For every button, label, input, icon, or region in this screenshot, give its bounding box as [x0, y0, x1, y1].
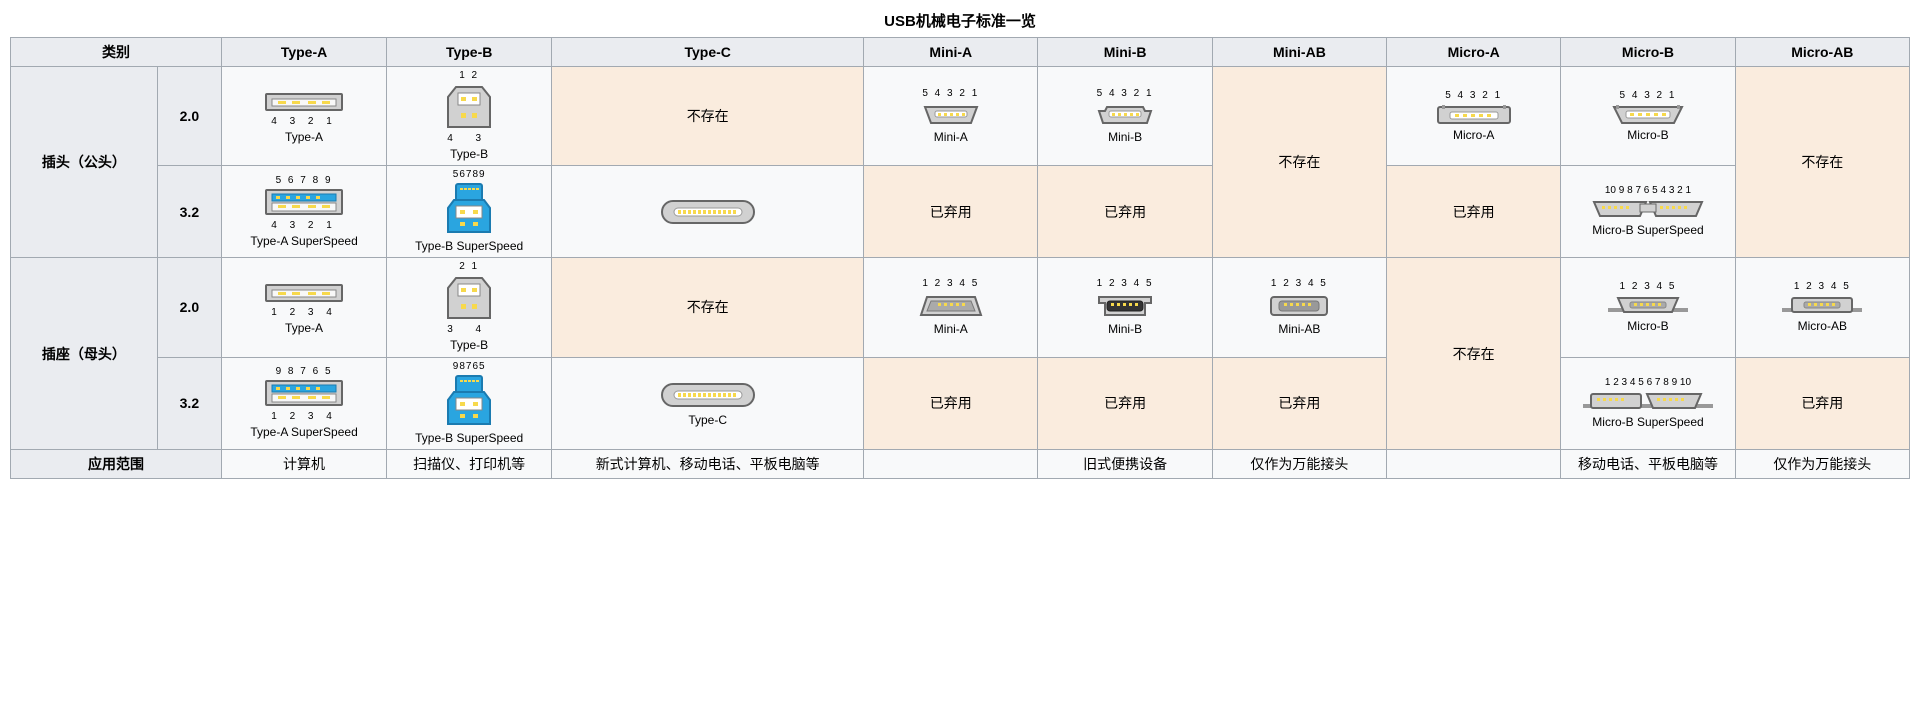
- cell-recept32-type-a: 9 8 7 6 5 1 2 3 4 Type-A SuperSpeed: [221, 357, 386, 449]
- rowgroup-app: 应用范围: [11, 449, 222, 478]
- type-a-recept-icon: [264, 279, 344, 305]
- header-type-a: Type-A: [221, 38, 386, 67]
- cell-recept32-micro-ab: 已弃用: [1735, 357, 1909, 449]
- micro-a-plug-icon: [1436, 103, 1512, 125]
- cell-recept-micro-a: 不存在: [1387, 258, 1561, 449]
- cell-recept32-micro-b: 1 2 3 4 5 6 7 8 9 10 Micro-B SuperSpeed: [1561, 357, 1735, 449]
- type-c-plug-icon: [658, 197, 758, 227]
- app-type-b: 扫描仪、打印机等: [387, 449, 552, 478]
- cell-plug20-mini-a: 5 4 3 2 1 Mini-A: [864, 67, 1038, 166]
- app-type-c: 新式计算机、移动电话、平板电脑等: [552, 449, 864, 478]
- cell-recept32-mini-ab: 已弃用: [1212, 357, 1386, 449]
- cell-recept20-mini-ab: 1 2 3 4 5 Mini-AB: [1212, 258, 1386, 357]
- app-micro-ab: 仅作为万能接头: [1735, 449, 1909, 478]
- header-category: 类别: [11, 38, 222, 67]
- cell-plug-micro-ab: 不存在: [1735, 67, 1909, 258]
- micro-b-ss-recept-icon: [1583, 390, 1713, 412]
- type-b-ss-plug-icon: [442, 182, 496, 236]
- cell-recept20-mini-a: 1 2 3 4 5 Mini-A: [864, 258, 1038, 357]
- type-a-plug-icon: [264, 88, 344, 114]
- app-micro-b: 移动电话、平板电脑等: [1561, 449, 1735, 478]
- cell-recept20-type-c: 不存在: [552, 258, 864, 357]
- cell-recept32-type-b: 98765 Type-B SuperSpeed: [387, 357, 552, 449]
- header-type-b: Type-B: [387, 38, 552, 67]
- cell-plug32-mini-a: 已弃用: [864, 166, 1038, 258]
- header-type-c: Type-C: [552, 38, 864, 67]
- header-micro-ab: Micro-AB: [1735, 38, 1909, 67]
- mini-ab-recept-icon: [1267, 291, 1331, 319]
- cell-plug20-micro-b: 5 4 3 2 1 Micro-B: [1561, 67, 1735, 166]
- cell-plug-mini-ab: 不存在: [1212, 67, 1386, 258]
- micro-b-ss-plug-icon: [1590, 198, 1706, 220]
- micro-ab-recept-icon: [1782, 294, 1862, 316]
- rowgroup-plug: 插头（公头）: [11, 67, 158, 258]
- row-plug-20: 2.0: [157, 67, 221, 166]
- cell-recept20-type-a: 1 2 3 4 Type-A: [221, 258, 386, 357]
- type-b-ss-recept-icon: [442, 374, 496, 428]
- mini-a-plug-icon: [919, 101, 983, 127]
- type-a-ss-plug-icon: [264, 188, 344, 218]
- app-mini-a: [864, 449, 1038, 478]
- rowgroup-receptacle: 插座（母头）: [11, 258, 158, 449]
- row-recept-20: 2.0: [157, 258, 221, 357]
- app-mini-ab: 仅作为万能接头: [1212, 449, 1386, 478]
- app-type-a: 计算机: [221, 449, 386, 478]
- mini-b-plug-icon: [1093, 101, 1157, 127]
- type-c-recept-icon: [658, 380, 758, 410]
- header-mini-ab: Mini-AB: [1212, 38, 1386, 67]
- table-title: USB机械电子标准一览: [10, 10, 1910, 31]
- usb-standards-table: 类别 Type-A Type-B Type-C Mini-A Mini-B Mi…: [10, 37, 1910, 479]
- app-mini-b: 旧式便携设备: [1038, 449, 1212, 478]
- cell-recept32-mini-b: 已弃用: [1038, 357, 1212, 449]
- header-micro-b: Micro-B: [1561, 38, 1735, 67]
- mini-b-recept-icon: [1093, 291, 1157, 319]
- type-a-ss-recept-icon: [264, 379, 344, 409]
- row-plug-32: 3.2: [157, 166, 221, 258]
- cell-plug20-mini-b: 5 4 3 2 1 Mini-B: [1038, 67, 1212, 166]
- header-mini-a: Mini-A: [864, 38, 1038, 67]
- app-micro-a: [1387, 449, 1561, 478]
- cell-plug32-mini-b: 已弃用: [1038, 166, 1212, 258]
- cell-plug32-type-b: 56789 Type-B SuperSpeed: [387, 166, 552, 258]
- micro-b-plug-icon: [1610, 103, 1686, 125]
- header-micro-a: Micro-A: [1387, 38, 1561, 67]
- mini-a-recept-icon: [919, 291, 983, 319]
- cell-plug32-type-a: 5 6 7 8 9 4 3 2 1 Type-A SuperSpeed: [221, 166, 386, 258]
- cell-plug32-type-c: [552, 166, 864, 258]
- cell-plug32-micro-b: 10 9 8 7 6 5 4 3 2 1 Micro-B SuperSpeed: [1561, 166, 1735, 258]
- micro-b-recept-icon: [1608, 294, 1688, 316]
- type-b-recept-icon: [442, 274, 496, 322]
- cell-recept20-mini-b: 1 2 3 4 5 Mini-B: [1038, 258, 1212, 357]
- cell-recept20-type-b: 2 1 3 4 Type-B: [387, 258, 552, 357]
- cell-plug32-micro-a: 已弃用: [1387, 166, 1561, 258]
- row-recept-32: 3.2: [157, 357, 221, 449]
- cell-recept32-type-c: Type-C: [552, 357, 864, 449]
- type-b-plug-icon: [442, 83, 496, 131]
- header-mini-b: Mini-B: [1038, 38, 1212, 67]
- cell-recept20-micro-ab: 1 2 3 4 5 Micro-AB: [1735, 258, 1909, 357]
- cell-recept32-mini-a: 已弃用: [864, 357, 1038, 449]
- cell-plug20-type-b: 1 2 4 3 Type-B: [387, 67, 552, 166]
- cell-plug20-type-c: 不存在: [552, 67, 864, 166]
- cell-plug20-type-a: 4 3 2 1 Type-A: [221, 67, 386, 166]
- cell-recept20-micro-b: 1 2 3 4 5 Micro-B: [1561, 258, 1735, 357]
- cell-plug20-micro-a: 5 4 3 2 1 Micro-A: [1387, 67, 1561, 166]
